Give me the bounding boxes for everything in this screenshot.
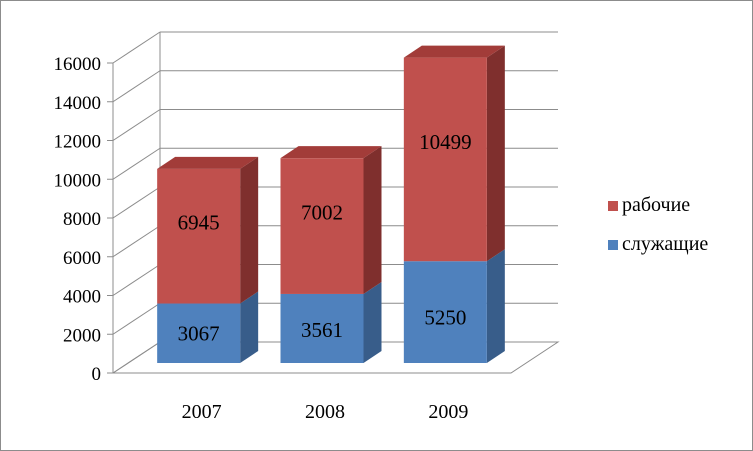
gridline-side — [112, 147, 161, 180]
y-tick-label: 16000 — [54, 54, 102, 75]
bar-side — [486, 249, 505, 363]
x-tick-label: 2008 — [305, 401, 345, 423]
y-tick-label: 12000 — [54, 132, 102, 153]
y-tick-label: 2000 — [63, 325, 101, 346]
bar — [280, 158, 364, 294]
data-label: 3067 — [178, 321, 220, 345]
data-label: 3561 — [301, 318, 343, 342]
bar — [403, 57, 487, 262]
bar-side — [363, 146, 382, 294]
gridline-side — [112, 302, 161, 335]
gridline-side — [112, 70, 161, 103]
bar-side — [240, 156, 259, 304]
gridline-side — [112, 109, 161, 141]
y-tick-label: 0 — [92, 364, 102, 385]
bar-top — [403, 45, 505, 58]
y-tick-label: 4000 — [63, 287, 101, 308]
gridline-side — [112, 264, 161, 296]
x-tick-label: 2009 — [428, 401, 468, 423]
legend-swatch — [608, 240, 618, 250]
bar-top — [280, 146, 382, 159]
gridline-side — [112, 186, 161, 219]
data-label: 6945 — [178, 210, 220, 234]
bar-side — [363, 281, 382, 363]
bar-side — [486, 45, 505, 262]
y-tick-label: 14000 — [54, 93, 102, 114]
gridline-side — [112, 225, 161, 258]
y-tick-label: 10000 — [54, 170, 102, 191]
legend-label: служащие — [622, 233, 708, 255]
x-tick-label: 2007 — [182, 401, 222, 423]
bar — [157, 168, 241, 304]
chart-floor — [111, 341, 560, 374]
y-tick-label: 6000 — [63, 248, 101, 269]
bar-top — [157, 156, 259, 169]
bar-side — [240, 291, 259, 363]
bar — [403, 261, 487, 363]
legend-swatch — [608, 201, 618, 211]
data-label: 7002 — [301, 200, 343, 224]
bar — [157, 303, 241, 363]
bar — [280, 293, 364, 363]
data-label: 10499 — [419, 130, 472, 154]
legend-label: рабочие — [622, 194, 690, 216]
gridline-side — [112, 31, 161, 64]
y-tick-label: 8000 — [63, 209, 101, 230]
data-label: 5250 — [424, 305, 466, 329]
